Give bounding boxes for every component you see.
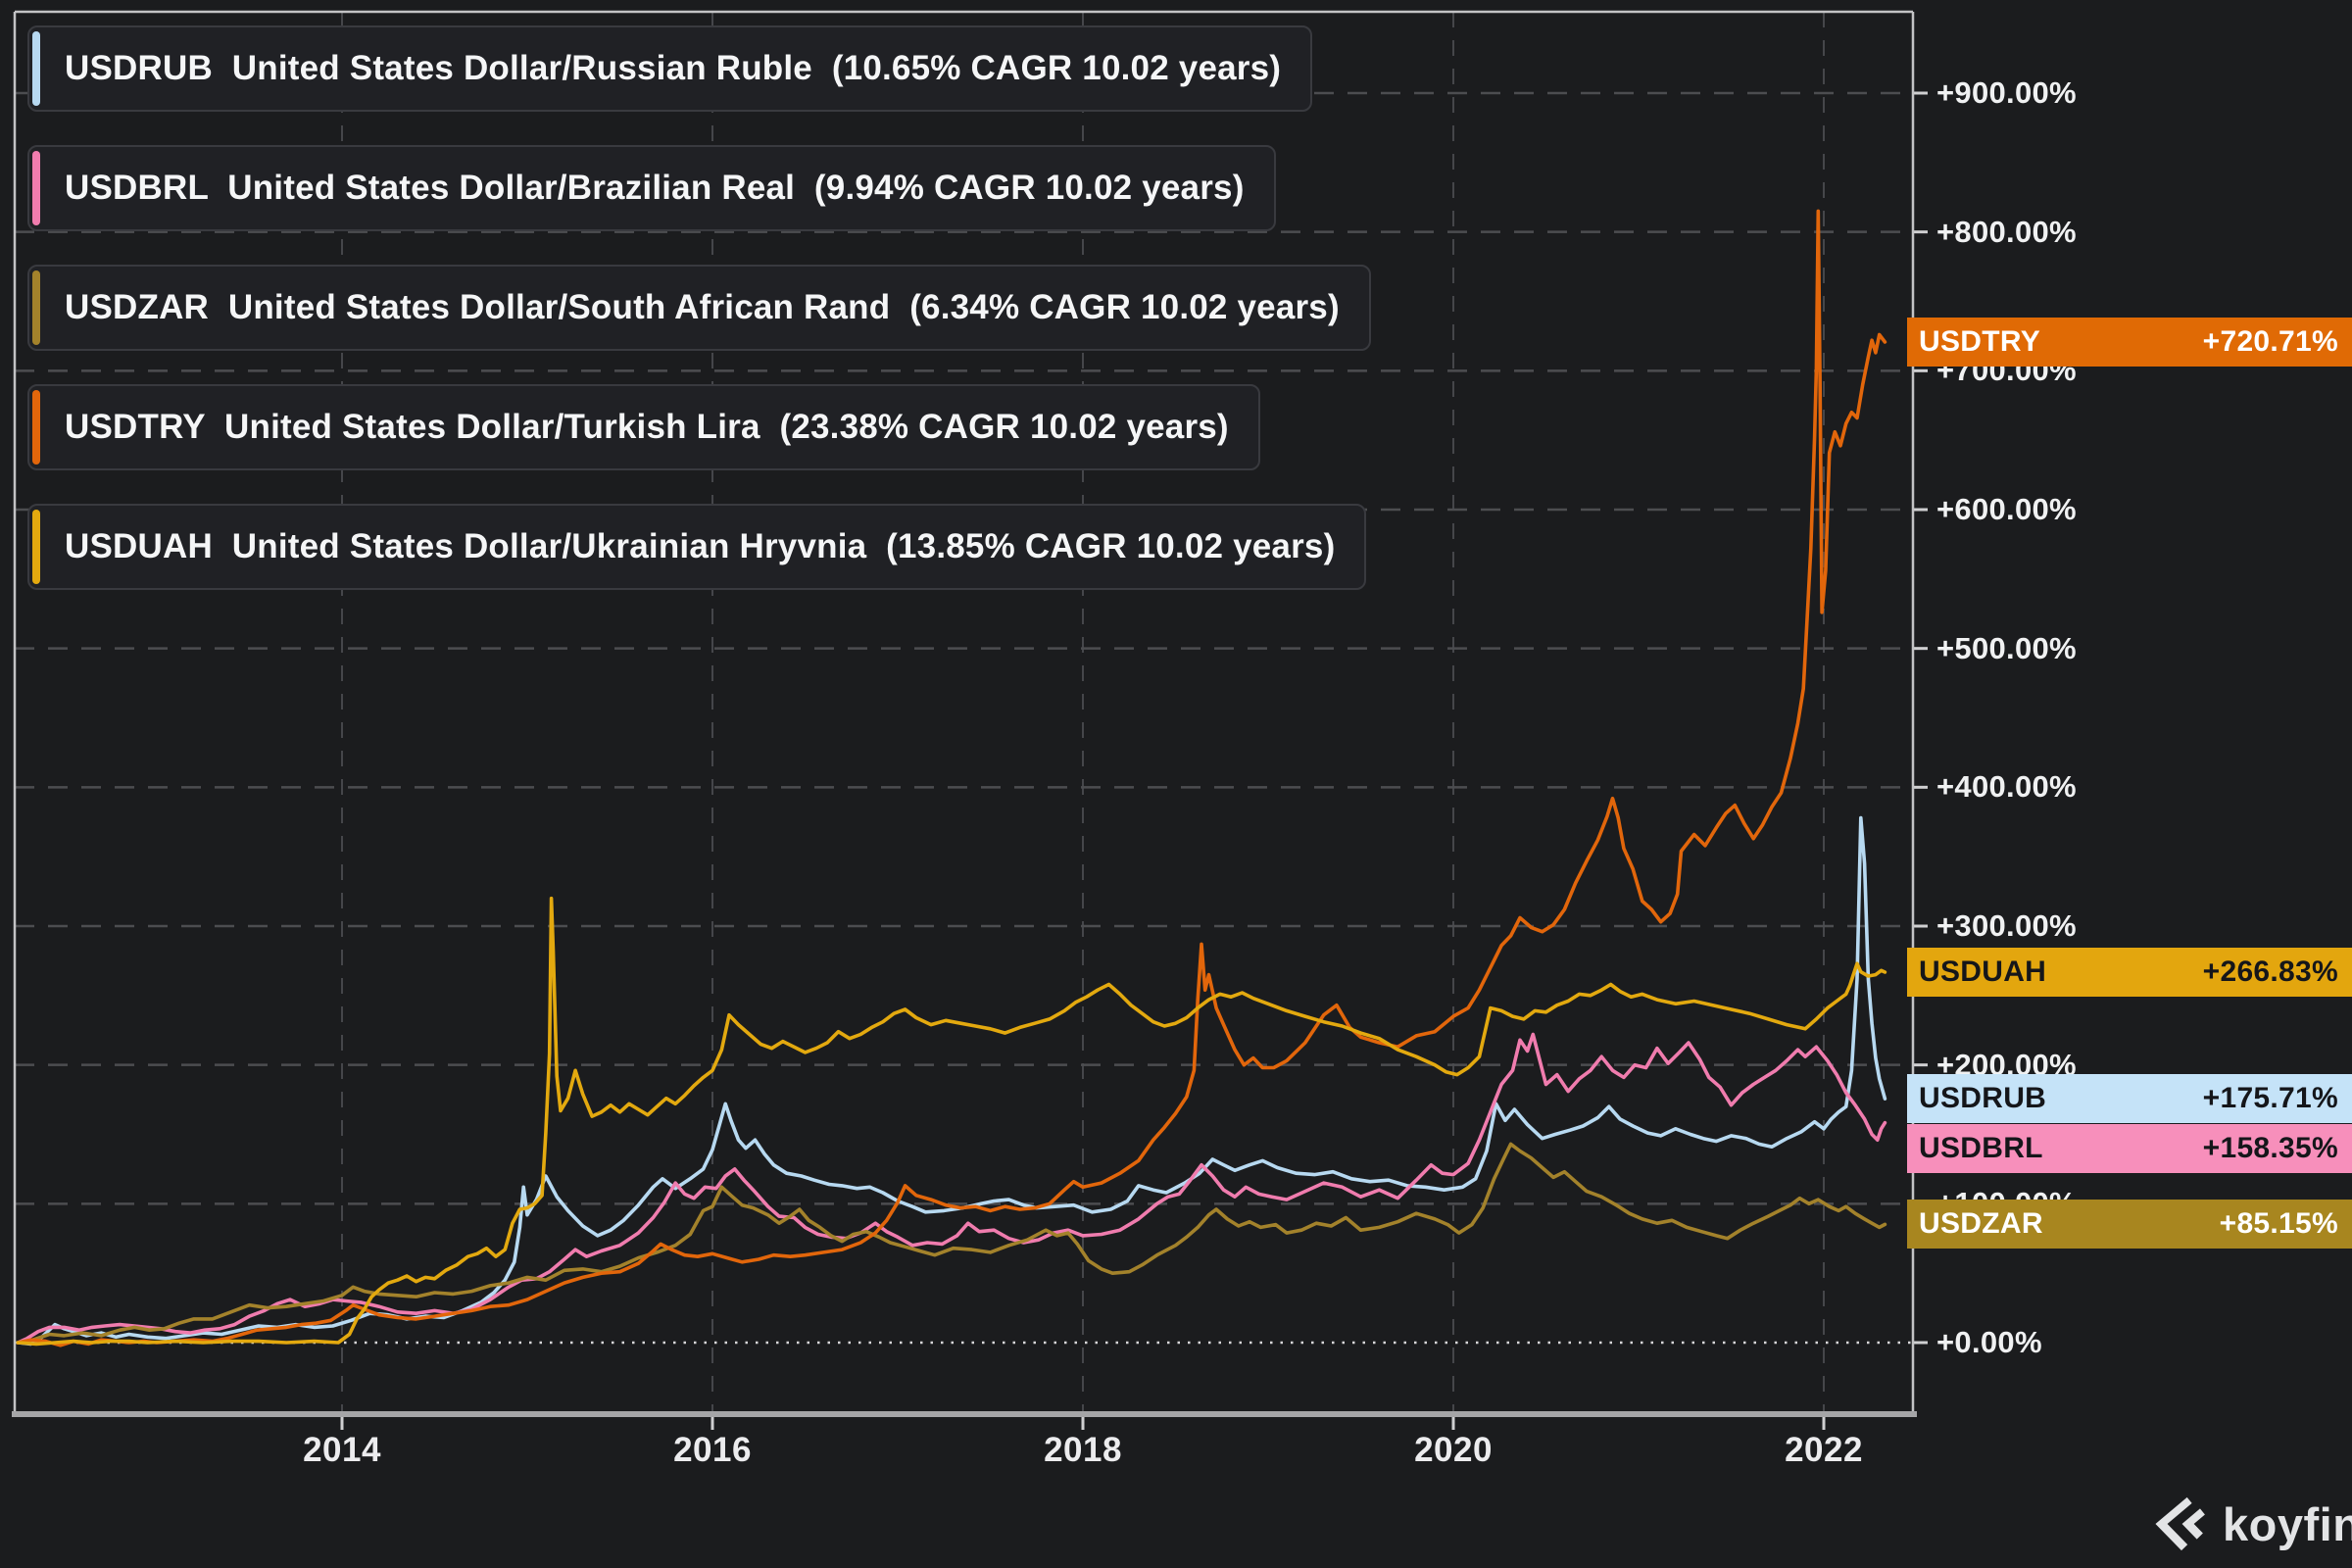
price-badge-usdtry: USDTRY +720.71% bbox=[1907, 317, 2352, 367]
legend-label-usduah: USDUAH United States Dollar/Ukrainian Hr… bbox=[65, 527, 1336, 565]
y-axis-tick-label: +900.00% bbox=[1936, 74, 2077, 110]
x-axis-tick-label: 2022 bbox=[1785, 1431, 1863, 1469]
badge-ticker: USDRUB bbox=[1919, 1082, 2047, 1115]
badge-ticker: USDBRL bbox=[1919, 1132, 2043, 1165]
koyfin-logo-icon bbox=[2155, 1496, 2205, 1551]
legend-item-usdtry[interactable]: USDTRY United States Dollar/Turkish Lira… bbox=[27, 384, 1260, 470]
badge-value: +158.35% bbox=[2202, 1132, 2338, 1165]
legend-accent-usdbrl-icon bbox=[32, 151, 40, 225]
legend-item-usdbrl[interactable]: USDBRL United States Dollar/Brazilian Re… bbox=[27, 145, 1276, 231]
price-badge-usduah: USDUAH +266.83% bbox=[1907, 947, 2352, 997]
price-badge-usdzar: USDZAR +85.15% bbox=[1907, 1200, 2352, 1250]
y-axis-tick-label: +300.00% bbox=[1936, 907, 2077, 943]
y-axis-tick-label: +600.00% bbox=[1936, 491, 2077, 526]
series-line-usduah[interactable] bbox=[16, 896, 1887, 1347]
legend-accent-usduah-icon bbox=[32, 510, 40, 584]
badge-ticker: USDZAR bbox=[1919, 1207, 2043, 1241]
legend-accent-usdzar-icon bbox=[32, 270, 40, 345]
legend-accent-usdtry-icon bbox=[32, 390, 40, 465]
badge-ticker: USDUAH bbox=[1919, 955, 2047, 988]
price-badge-usdbrl: USDBRL +158.35% bbox=[1907, 1124, 2352, 1174]
x-axis-tick-label: 2020 bbox=[1414, 1431, 1493, 1469]
y-axis-tick-label: +0.00% bbox=[1936, 1325, 2042, 1359]
series-line-usdrub[interactable] bbox=[16, 815, 1887, 1347]
badge-ticker: USDTRY bbox=[1919, 324, 2041, 358]
x-axis-tick-label: 2014 bbox=[303, 1431, 381, 1469]
series-line-usdzar[interactable] bbox=[16, 1142, 1887, 1345]
price-badge-usdrub: USDRUB +175.71% bbox=[1907, 1074, 2352, 1124]
legend-label-usdzar: USDZAR United States Dollar/South Africa… bbox=[65, 288, 1340, 326]
legend-item-usdrub[interactable]: USDRUB United States Dollar/Russian Rubl… bbox=[27, 25, 1313, 112]
y-axis-tick-label: +800.00% bbox=[1936, 214, 2077, 249]
series-line-usdtry[interactable] bbox=[16, 209, 1887, 1348]
x-axis-tick-label: 2018 bbox=[1044, 1431, 1122, 1469]
x-axis-tick-label: 2016 bbox=[673, 1431, 752, 1469]
koyfin-wordmark: koyfin bbox=[2223, 1497, 2352, 1550]
y-axis-tick-label: +400.00% bbox=[1936, 769, 2077, 805]
legend-accent-usdrub-icon bbox=[32, 31, 40, 106]
legend-label-usdtry: USDTRY United States Dollar/Turkish Lira… bbox=[65, 408, 1229, 446]
legend-label-usdbrl: USDBRL United States Dollar/Brazilian Re… bbox=[65, 169, 1245, 207]
legend-label-usdrub: USDRUB United States Dollar/Russian Rubl… bbox=[65, 49, 1282, 87]
badge-value: +85.15% bbox=[2219, 1207, 2338, 1241]
koyfin-logo: koyfin bbox=[2152, 1495, 2352, 1552]
legend-item-usdzar[interactable]: USDZAR United States Dollar/South Africa… bbox=[27, 265, 1371, 351]
y-axis-tick-label: +500.00% bbox=[1936, 630, 2077, 665]
legend-item-usduah[interactable]: USDUAH United States Dollar/Ukrainian Hr… bbox=[27, 504, 1367, 590]
series-line-usdbrl[interactable] bbox=[16, 1032, 1887, 1345]
badge-value: +720.71% bbox=[2202, 324, 2338, 358]
badge-value: +175.71% bbox=[2202, 1082, 2338, 1115]
chart-legend: USDRUB United States Dollar/Russian Rubl… bbox=[27, 25, 1371, 623]
badge-value: +266.83% bbox=[2202, 955, 2338, 988]
